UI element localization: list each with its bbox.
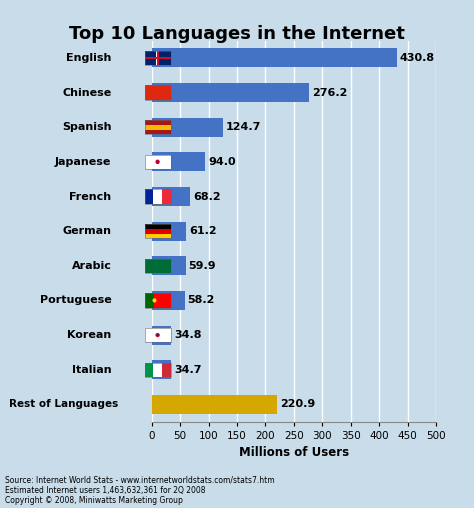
- Bar: [152, 291, 185, 310]
- Bar: [152, 326, 172, 344]
- Text: 94.0: 94.0: [208, 157, 236, 167]
- Text: 58.2: 58.2: [188, 296, 215, 305]
- Text: Japanese: Japanese: [55, 157, 111, 167]
- Text: 124.7: 124.7: [226, 122, 261, 132]
- Text: Portuguese: Portuguese: [40, 296, 111, 305]
- Bar: [152, 48, 397, 68]
- Text: Italian: Italian: [72, 365, 111, 375]
- Text: English: English: [66, 53, 111, 63]
- Text: Arabic: Arabic: [72, 261, 111, 271]
- Bar: [152, 395, 277, 414]
- Text: Chinese: Chinese: [62, 87, 111, 98]
- Text: French: French: [69, 192, 111, 202]
- Text: 61.2: 61.2: [189, 226, 217, 236]
- Text: 276.2: 276.2: [311, 87, 347, 98]
- X-axis label: Millions of Users: Millions of Users: [239, 446, 349, 459]
- Text: 220.9: 220.9: [280, 399, 315, 409]
- Bar: [152, 118, 223, 137]
- Text: German: German: [63, 226, 111, 236]
- Text: —: —: [155, 262, 160, 267]
- Text: 34.8: 34.8: [174, 330, 202, 340]
- Text: —: —: [155, 265, 160, 270]
- Text: Source: Internet World Stats - www.internetworldstats.com/stats7.htm
Estimated I: Source: Internet World Stats - www.inter…: [5, 475, 274, 505]
- Bar: [152, 256, 186, 275]
- Text: Korean: Korean: [67, 330, 111, 340]
- Text: 68.2: 68.2: [193, 192, 221, 202]
- Text: 59.9: 59.9: [189, 261, 216, 271]
- Bar: [152, 187, 191, 206]
- Text: 430.8: 430.8: [400, 53, 435, 63]
- Text: ★: ★: [148, 88, 155, 97]
- Bar: [152, 83, 309, 102]
- Text: Rest of Languages: Rest of Languages: [9, 399, 119, 409]
- Bar: [152, 152, 205, 171]
- Bar: [152, 221, 186, 241]
- Text: Top 10 Languages in the Internet: Top 10 Languages in the Internet: [69, 25, 405, 43]
- Text: 34.7: 34.7: [174, 365, 202, 375]
- Bar: [152, 360, 172, 379]
- Text: Spanish: Spanish: [62, 122, 111, 132]
